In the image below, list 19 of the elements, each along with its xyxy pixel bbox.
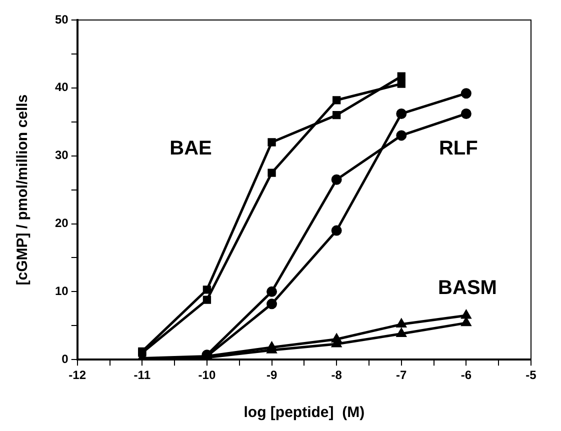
x-tick-label: -5: [526, 368, 537, 382]
annotation: BASM: [438, 276, 497, 299]
y-tick-label: 30: [54, 148, 69, 162]
y-tick-label: 50: [54, 12, 69, 26]
x-tick-label: -7: [396, 368, 408, 382]
x-axis-title: log [peptide] (M): [244, 404, 365, 422]
y-tick-label: 20: [54, 216, 69, 230]
y-tick-label: 0: [62, 352, 69, 366]
annotation: RLF: [438, 138, 478, 160]
y-tick-label: 10: [54, 284, 69, 298]
x-tick-label: -11: [134, 368, 151, 382]
x-tick-label: -6: [460, 368, 472, 382]
x-tick-label: -12: [68, 368, 86, 382]
annotation: BAE: [170, 138, 212, 160]
x-tick-label: -8: [331, 368, 342, 382]
y-axis-title: [cGMP] / pmol/million cells: [14, 94, 32, 286]
y-tick-label: 40: [54, 80, 69, 94]
x-tick-label: -10: [198, 368, 216, 382]
x-tick-label: -9: [266, 368, 278, 382]
